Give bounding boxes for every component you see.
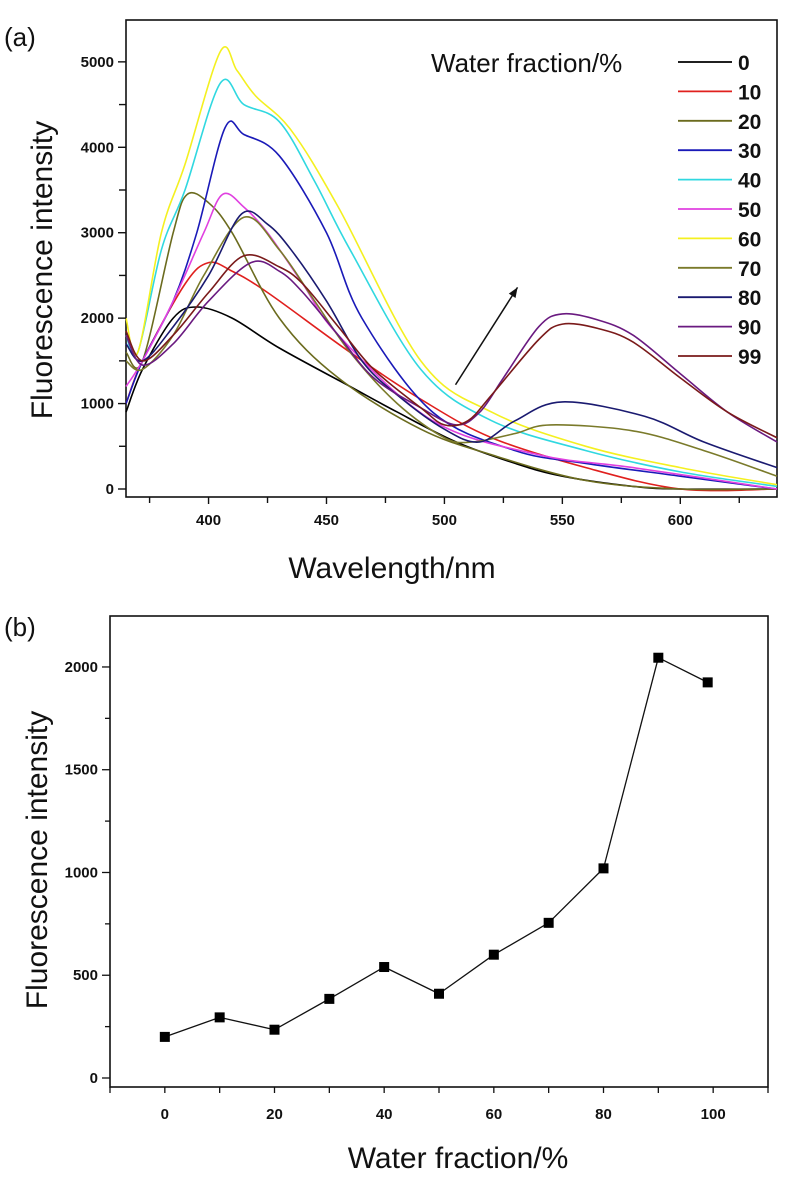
line-segment [164,1016,220,1038]
curve-water-90 [125,260,778,443]
line-segment [329,966,385,1000]
curve-water-20 [125,191,778,491]
legend-item: 70 [678,258,761,281]
panel-b-y-axis-title: Fluorescence intensity [21,711,54,1009]
legend-label: 10 [738,81,761,104]
legend-item: 99 [678,346,761,369]
panel-a-y-ticks: 0 1000 2000 3000 4000 5000 [81,54,126,498]
data-point-70 [543,917,554,928]
x-tick-label: 0 [161,1106,169,1123]
panel-b-plot-frame [109,615,769,1088]
panel-a-plot-frame [125,19,778,498]
x-tick-label: 60 [485,1106,502,1123]
legend-title: Water fraction/% [431,48,622,78]
data-point-30 [324,993,335,1004]
legend-item: 80 [678,287,761,310]
y-tick-label: 3000 [81,225,114,242]
x-tick-label: 80 [595,1106,612,1123]
x-tick-label: 40 [376,1106,393,1123]
legend-label: 99 [738,346,761,369]
curve-water-60 [125,46,778,486]
x-tick-label: 450 [314,512,339,529]
data-point-10 [214,1012,225,1023]
legend-label: 50 [738,199,761,222]
data-point-50 [434,988,444,999]
legend-label: 30 [738,140,761,163]
panel-a: (a) 400 450 500 550 600 01000200030004000500… [4,19,778,585]
panel-b-points [159,652,713,1042]
data-point-0 [159,1031,170,1042]
curve-water-40 [125,78,778,488]
legend-item: 90 [678,317,761,340]
legend-item: 30 [678,140,761,163]
data-point-99 [702,677,713,688]
panel-a-y-axis-title: Fluorescence intensity [26,121,59,419]
legend: 0 10 20 30 40 50 60 70 80 90 99 [678,52,761,369]
line-segment [383,966,440,995]
arrow-shaft [454,286,519,386]
legend-label: 40 [738,170,761,193]
legend-item: 0 [678,52,750,75]
legend-label: 20 [738,111,761,134]
legend-label: 80 [738,287,761,310]
y-tick-label: 4000 [81,139,114,156]
x-tick-label: 400 [196,512,221,529]
x-tick-label: 500 [432,512,457,529]
arrow-head [508,287,518,298]
legend-item: 10 [678,81,761,104]
legend-item: 40 [678,170,761,193]
legend-label: 0 [738,52,750,75]
y-tick-label: 0 [90,1070,98,1087]
legend-label: 60 [738,228,761,251]
line-segment [548,867,604,924]
panel-b-line [164,657,708,1038]
legend-item: 60 [678,228,761,251]
line-segment [602,657,659,869]
panel-a-label: (a) [4,22,36,52]
legend-label: 70 [738,258,761,281]
panel-a-trend-arrow [454,286,519,386]
panel-a-x-axis-title: Wavelength/nm [288,552,495,585]
line-segment [219,1016,275,1031]
curve-water-99 [125,254,778,439]
panel-b-x-axis-title: Water fraction/% [348,1142,569,1175]
y-tick-label: 0 [106,481,114,498]
panel-b-x-ticks: 0 20 40 60 80 100 [109,1087,769,1123]
legend-item: 50 [678,199,761,222]
data-point-60 [488,949,499,960]
y-tick-label: 2000 [65,659,98,676]
line-segment [493,922,549,956]
panel-a-x-ticks: 400 450 500 550 600 [148,497,740,529]
panel-b-y-ticks: 0 500 1000 1500 2000 [65,659,110,1087]
curve-water-80 [125,210,778,469]
y-tick-label: 500 [73,967,98,984]
legend-label: 90 [738,317,761,340]
line-segment [658,657,708,683]
line-segment [438,954,495,995]
data-point-90 [653,652,664,663]
panel-b-label: (b) [4,612,36,642]
x-tick-label: 550 [550,512,575,529]
curve-water-10 [125,261,778,492]
data-point-80 [598,863,609,874]
curve-water-30 [125,120,778,490]
panel-a-curves [125,46,778,492]
y-tick-label: 5000 [81,54,114,71]
legend-item: 20 [678,111,761,134]
y-tick-label: 1000 [65,864,98,881]
y-tick-label: 1500 [65,762,98,779]
line-segment [274,998,330,1031]
curve-water-70 [125,216,778,477]
x-tick-label: 600 [668,512,693,529]
data-point-40 [379,962,390,973]
y-tick-label: 1000 [81,396,114,413]
x-tick-label: 20 [266,1106,283,1123]
x-tick-label: 100 [701,1106,726,1123]
y-tick-label: 2000 [81,310,114,327]
data-point-20 [269,1024,280,1035]
panel-b: (b) 0 20 40 60 80 100 0 500 1000 1500 2000 Water … [4,612,769,1175]
